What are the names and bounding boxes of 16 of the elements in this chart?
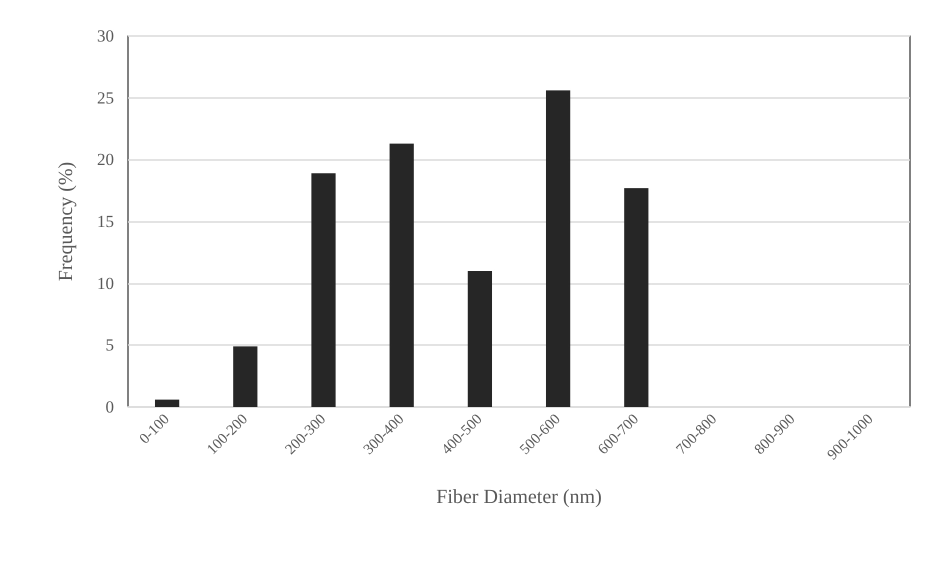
bar <box>546 90 570 407</box>
y-tick-label: 20 <box>97 150 114 170</box>
y-tick-label: 15 <box>97 212 114 231</box>
bar <box>154 400 180 407</box>
bar <box>311 173 336 407</box>
y-tick-label: 0 <box>106 398 114 416</box>
y-tick-label: 25 <box>97 88 114 108</box>
bar <box>390 144 414 407</box>
y-tick-label: 10 <box>97 274 114 293</box>
bar <box>624 188 648 407</box>
y-axis-title: Frequency (%) <box>55 162 77 282</box>
bar <box>233 346 258 407</box>
y-tick-label: 5 <box>106 336 114 355</box>
x-axis-title: Fiber Diameter (nm) <box>436 486 602 508</box>
bar <box>468 270 492 407</box>
y-tick-label: 30 <box>97 26 114 46</box>
